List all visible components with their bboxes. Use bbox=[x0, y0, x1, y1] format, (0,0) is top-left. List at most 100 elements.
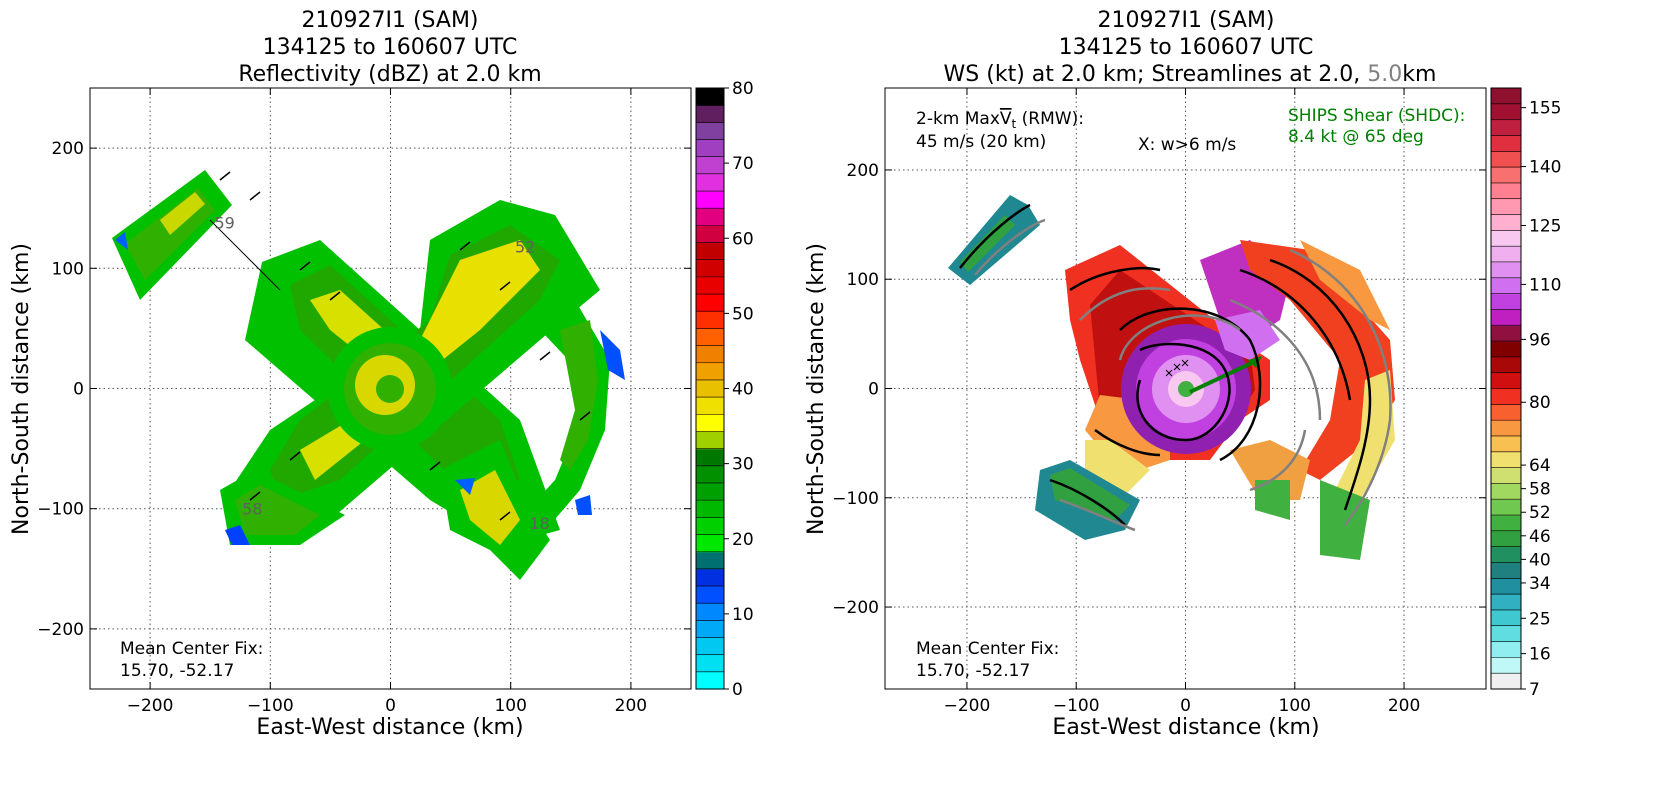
colorbar-tick-label: 140 bbox=[1529, 158, 1561, 178]
colorbar-swatch bbox=[1491, 609, 1521, 627]
center-fix-label: Mean Center Fix: bbox=[120, 639, 263, 659]
x-tick-label: 100 bbox=[494, 696, 526, 716]
colorbar-swatch bbox=[696, 414, 724, 433]
axes-ticks: −200 −100 0 100 200 −200 −100 0 100 200 bbox=[832, 88, 1486, 716]
colorbar-swatch bbox=[696, 345, 724, 364]
y-tick-label: −200 bbox=[37, 620, 84, 640]
colorbar-swatch bbox=[1491, 261, 1521, 279]
colorbar-tick-label: 46 bbox=[1529, 527, 1551, 547]
colorbar-tick-label: 80 bbox=[732, 79, 754, 99]
colorbar-swatch bbox=[696, 585, 724, 604]
colorbar-tick-label: 30 bbox=[732, 455, 754, 475]
x-tick-label: 100 bbox=[1279, 696, 1311, 716]
reflectivity-colorbar: 0 10 20 30 40 50 60 70 80 bbox=[695, 79, 754, 700]
colorbar-swatch bbox=[1491, 451, 1521, 469]
shear-label: SHIPS Shear (SHDC): bbox=[1288, 106, 1465, 126]
colorbar-swatch bbox=[696, 379, 724, 398]
colorbar-swatch bbox=[696, 139, 724, 158]
colorbar-swatch bbox=[696, 259, 724, 278]
chart-title-line1: 210927I1 (SAM) bbox=[301, 8, 478, 33]
updraft-markers bbox=[1165, 359, 1189, 377]
updraft-legend: X: w>6 m/s bbox=[1138, 135, 1236, 155]
colorbar-swatch bbox=[696, 208, 724, 226]
colorbar-tick-label: 7 bbox=[1529, 680, 1540, 700]
chart-title-line1: 210927I1 (SAM) bbox=[1097, 8, 1274, 33]
y-tick-label: 0 bbox=[868, 380, 879, 400]
colorbar-swatch bbox=[696, 671, 724, 690]
colorbar-tick-label: 155 bbox=[1529, 99, 1561, 119]
colorbar-swatch bbox=[1491, 404, 1521, 421]
colorbar-swatch bbox=[1491, 356, 1521, 374]
chart-title-line3: WS (kt) at 2.0 km; Streamlines at 2.0, 5… bbox=[944, 62, 1437, 87]
colorbar-swatch bbox=[696, 225, 724, 244]
swath-label: 59 bbox=[214, 214, 234, 233]
colorbar-swatch bbox=[1491, 657, 1521, 674]
reflectivity-panel: 210927I1 (SAM) 134125 to 160607 UTC Refl… bbox=[9, 8, 754, 740]
colorbar-swatch bbox=[696, 431, 724, 450]
chart-title-line2: 134125 to 160607 UTC bbox=[263, 35, 518, 60]
colorbar-tick-label: 20 bbox=[732, 530, 754, 550]
swath-label: 58 bbox=[242, 500, 262, 519]
max-vt-label: 2-km MaxVt (RMW): bbox=[916, 109, 1084, 131]
colorbar-swatch bbox=[696, 448, 724, 467]
colorbar-swatch bbox=[1491, 562, 1521, 579]
colorbar-tick-label: 64 bbox=[1529, 456, 1551, 476]
colorbar-swatch bbox=[1491, 182, 1521, 200]
colorbar-swatch bbox=[1491, 167, 1521, 184]
colorbar-swatch bbox=[696, 517, 724, 536]
colorbar-swatch bbox=[696, 551, 724, 570]
x-tick-label: 0 bbox=[1180, 696, 1191, 716]
colorbar-swatch bbox=[1491, 546, 1521, 564]
colorbar-swatch bbox=[1491, 277, 1521, 295]
colorbar-swatch bbox=[1491, 594, 1521, 611]
colorbar-swatch bbox=[696, 294, 724, 312]
x-axis-label: East-West distance (km) bbox=[1052, 715, 1319, 740]
colorbar-tick-label: 10 bbox=[732, 605, 754, 625]
y-tick-label: 0 bbox=[73, 380, 84, 400]
y-tick-label: −100 bbox=[37, 500, 84, 520]
colorbar-swatch bbox=[1491, 515, 1521, 532]
colorbar-swatch bbox=[696, 654, 724, 673]
colorbar-swatch bbox=[1491, 293, 1521, 311]
swath-label: 52 bbox=[515, 238, 535, 257]
x-tick-label: −200 bbox=[944, 696, 991, 716]
colorbar-tick-label: 40 bbox=[732, 380, 754, 400]
x-tick-label: 200 bbox=[1388, 696, 1420, 716]
colorbar-tick-label: 34 bbox=[1529, 574, 1551, 594]
x-axis-label: East-West distance (km) bbox=[256, 715, 523, 740]
colorbar-tick-label: 60 bbox=[732, 229, 754, 249]
colorbar-swatch bbox=[696, 500, 724, 518]
colorbar-swatch bbox=[1491, 467, 1521, 484]
colorbar-swatch bbox=[1491, 673, 1521, 690]
colorbar-swatch bbox=[1491, 119, 1521, 137]
colorbar-swatch bbox=[696, 637, 724, 656]
colorbar-tick-label: 80 bbox=[1529, 393, 1551, 413]
chart-title-line2: 134125 to 160607 UTC bbox=[1059, 35, 1314, 60]
colorbar-swatch bbox=[696, 465, 724, 484]
colorbar-swatch bbox=[696, 620, 724, 639]
colorbar-tick-label: 58 bbox=[1529, 480, 1551, 500]
colorbar-swatch bbox=[1491, 435, 1521, 453]
colorbar-swatch bbox=[1491, 325, 1521, 342]
colorbar-swatch bbox=[696, 156, 724, 175]
colorbar-tick-label: 25 bbox=[1529, 609, 1551, 629]
colorbar-swatch bbox=[696, 328, 724, 347]
colorbar-swatch bbox=[696, 311, 724, 329]
reflectivity-field bbox=[112, 170, 625, 580]
colorbar-swatch bbox=[1491, 499, 1521, 516]
center-fix-label: Mean Center Fix: bbox=[916, 639, 1059, 659]
colorbar-swatch bbox=[1491, 214, 1521, 231]
x-tick-label: −100 bbox=[247, 696, 294, 716]
center-fix-value: 15.70, -52.17 bbox=[916, 661, 1030, 681]
swath-labels: 59 52 58 18 bbox=[214, 214, 549, 534]
colorbar-swatch bbox=[696, 568, 724, 587]
y-tick-label: −200 bbox=[832, 598, 879, 618]
colorbar-swatch bbox=[1491, 88, 1521, 105]
colorbar-tick-label: 52 bbox=[1529, 503, 1551, 523]
shear-value: 8.4 kt @ 65 deg bbox=[1288, 127, 1424, 147]
chart-title-line3: Reflectivity (dBZ) at 2.0 km bbox=[238, 62, 541, 87]
y-tick-label: 100 bbox=[847, 270, 879, 290]
colorbar-frame bbox=[1490, 87, 1522, 690]
x-tick-label: −100 bbox=[1053, 696, 1100, 716]
